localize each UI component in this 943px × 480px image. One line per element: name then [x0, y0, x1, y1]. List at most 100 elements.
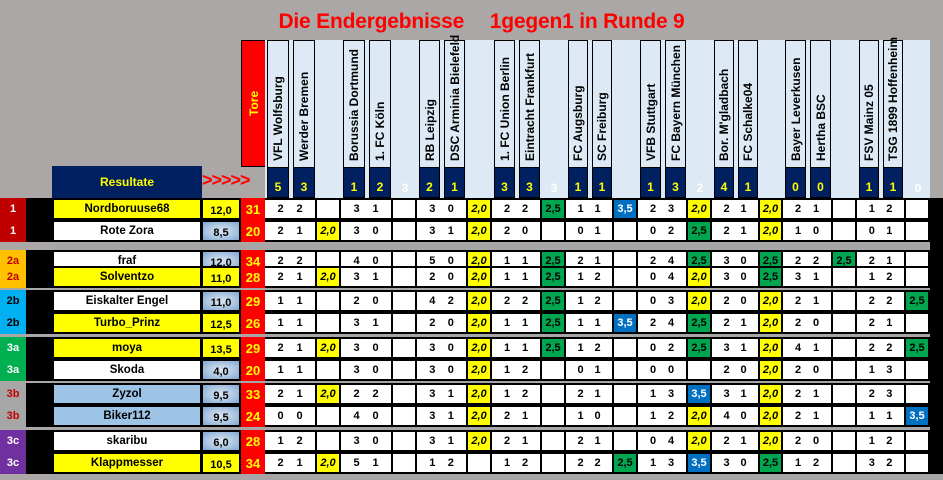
- match-points: [906, 359, 930, 381]
- tip-home: 2: [503, 410, 511, 422]
- team-column-header: Bayer Leverkusen: [785, 40, 806, 168]
- match-total: 3: [550, 181, 558, 195]
- tip-away: 0: [667, 364, 675, 376]
- tip-away: 2: [886, 342, 893, 354]
- tip-away: 4: [667, 435, 675, 447]
- tip-away: 2: [296, 435, 303, 447]
- team-goals: 1: [640, 167, 661, 198]
- tip-away: 0: [447, 271, 454, 283]
- match-points: 2,0: [317, 452, 341, 474]
- black-spacer: [26, 290, 52, 312]
- match-points: [317, 405, 341, 427]
- tip-home: 2: [868, 388, 875, 400]
- tip-away: 0: [372, 410, 379, 422]
- player-name[interactable]: Biker112: [52, 405, 201, 427]
- match-points: 2,0: [317, 383, 341, 405]
- match-points: 2,5: [542, 337, 566, 359]
- tip-home: 3: [723, 342, 730, 354]
- tip-away: 2: [812, 457, 820, 469]
- tore-value: 26: [241, 312, 265, 334]
- team-goals: 1: [592, 167, 612, 198]
- player-name[interactable]: Turbo_Prinz: [52, 312, 201, 334]
- black-spacer: [26, 452, 52, 474]
- team-column-header: 1. FC Union Berlin: [494, 40, 515, 168]
- match-points: [393, 337, 417, 359]
- tip-home: 2: [723, 225, 730, 237]
- tip-home: 4: [353, 410, 360, 422]
- player-name[interactable]: Eiskalter Engel: [52, 290, 201, 312]
- tip-home: 1: [868, 410, 875, 422]
- tip-home: 1: [503, 457, 511, 469]
- player-score: 13,5: [201, 337, 241, 359]
- player-name[interactable]: Nordboruuse68: [52, 198, 201, 220]
- tip-away: 1: [740, 203, 747, 215]
- team-name: SC Freiburg: [595, 92, 609, 161]
- match-points: [906, 430, 930, 452]
- match-total: 2: [696, 181, 704, 195]
- tip-away: 3: [667, 295, 675, 307]
- tip-home: 1: [577, 271, 584, 283]
- match-points: 2,5: [688, 337, 712, 359]
- tip-home: 2: [794, 295, 802, 307]
- match-points: [542, 405, 566, 427]
- team-column-header: Hertha BSC: [810, 40, 831, 168]
- match-points: [393, 266, 417, 288]
- tip-away: 1: [521, 255, 529, 267]
- tore-header: Tore: [241, 40, 266, 167]
- match-points: [614, 359, 638, 381]
- tip-home: 1: [868, 364, 875, 376]
- tip-home: 1: [503, 317, 511, 329]
- tip-home: 3: [429, 342, 436, 354]
- tip-away: 1: [886, 225, 893, 237]
- match-points: 2,0: [468, 405, 492, 427]
- tip-home: 1: [577, 317, 584, 329]
- player-name[interactable]: skaribu: [52, 430, 201, 452]
- tip-home: 2: [277, 388, 284, 400]
- match-points: [833, 266, 857, 288]
- tip-away: 0: [740, 364, 747, 376]
- tip-home: 2: [723, 295, 730, 307]
- team-goals: 3: [293, 167, 315, 198]
- tip-away: 3: [886, 388, 893, 400]
- team-goals: 1: [738, 167, 758, 198]
- team-goals: 3: [494, 167, 515, 198]
- match-points: 2,0: [317, 266, 341, 288]
- player-name[interactable]: moya: [52, 337, 201, 359]
- team-goals: 2: [369, 167, 391, 198]
- tip-home: 4: [794, 342, 802, 354]
- player-name[interactable]: Rote Zora: [52, 220, 201, 242]
- match-points: [614, 337, 638, 359]
- match-points: 2,5: [542, 198, 566, 220]
- team-goals: 1: [568, 167, 588, 198]
- match-points: [393, 452, 417, 474]
- player-name[interactable]: Klappmesser: [52, 452, 201, 474]
- team-column-header: FC Bayern München: [665, 40, 686, 168]
- match-points: 3,5: [614, 198, 638, 220]
- player-name[interactable]: Solventzo: [52, 266, 201, 288]
- player-name[interactable]: Skoda: [52, 359, 201, 381]
- tip-home: 2: [577, 435, 584, 447]
- match-points: 2,0: [468, 266, 492, 288]
- player-name[interactable]: Zyzol: [52, 383, 201, 405]
- tip-home: 4: [353, 255, 360, 267]
- match-points: 2,0: [468, 337, 492, 359]
